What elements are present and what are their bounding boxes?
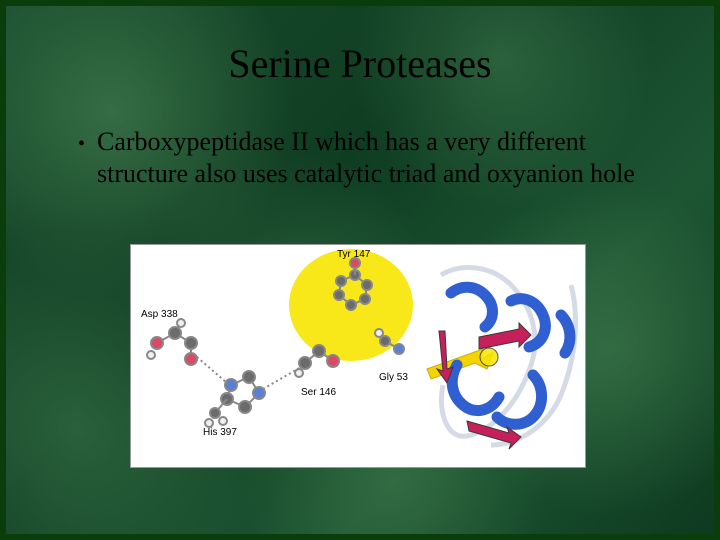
label-asp338: Asp 338 [141,309,178,320]
residue-asp338 [147,319,197,365]
label-gly53: Gly 53 [379,372,408,383]
residue-his397 [197,357,265,427]
bullet-item: • Carboxypeptidase II which has a very d… [78,126,666,190]
label-ser146: Ser 146 [301,387,336,398]
label-his397: His 397 [203,427,237,438]
bullet-text: Carboxypeptidase II which has a very dif… [97,126,666,190]
slide-body: • Carboxypeptidase II which has a very d… [78,126,666,190]
slide-title: Serine Proteases [6,40,714,87]
bullet-marker: • [78,128,85,160]
slide: Serine Proteases • Carboxypeptidase II w… [0,0,720,540]
figure-svg: Asp 338 His 397 Ser 146 Tyr 147 Gly 53 [131,245,587,469]
molecular-figure: Asp 338 His 397 Ser 146 Tyr 147 Gly 53 [130,244,586,468]
label-tyr147: Tyr 147 [337,249,371,260]
